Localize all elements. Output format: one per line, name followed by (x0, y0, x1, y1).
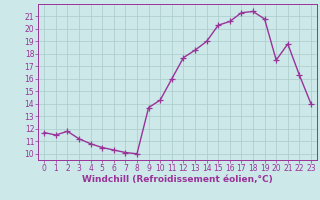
X-axis label: Windchill (Refroidissement éolien,°C): Windchill (Refroidissement éolien,°C) (82, 175, 273, 184)
